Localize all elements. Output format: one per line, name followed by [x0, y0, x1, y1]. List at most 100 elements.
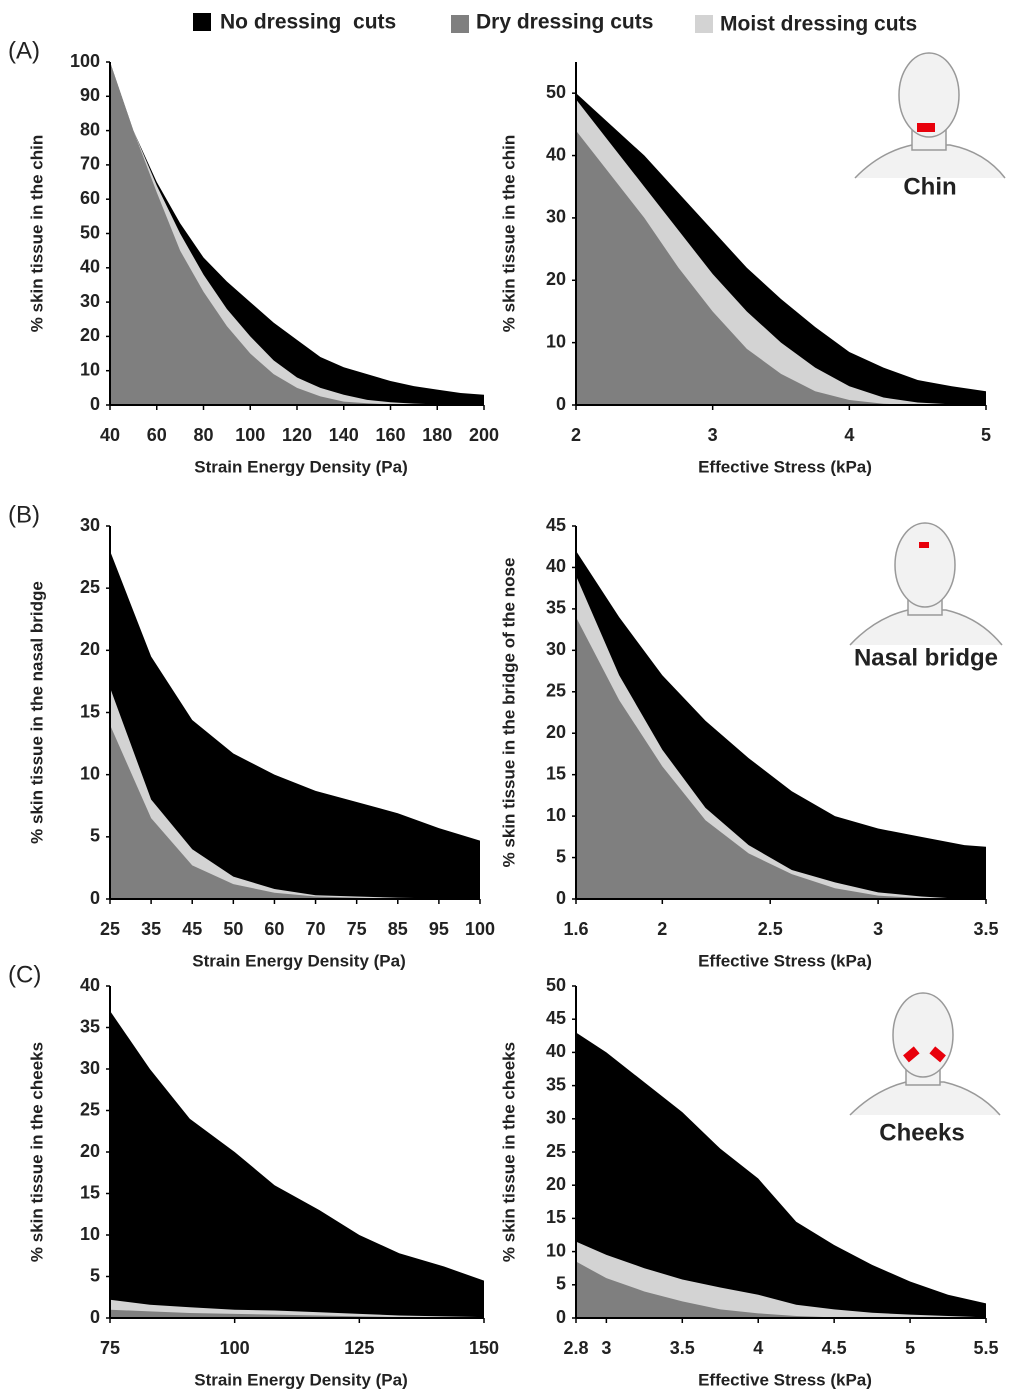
x-tick-label: 150 [469, 1338, 499, 1358]
panel-label: (A) [8, 37, 40, 64]
x-axis-label: Effective Stress (kPa) [698, 457, 872, 476]
head [898, 52, 960, 138]
chin-marker [917, 123, 935, 132]
y-tick-label: 90 [80, 85, 100, 105]
x-tick-label: 160 [375, 425, 405, 445]
annotation: Chin [903, 173, 956, 200]
x-axis-label: Strain Energy Density (Pa) [192, 951, 406, 970]
x-tick-label: 5 [981, 425, 991, 445]
y-tick-label: 0 [556, 1307, 566, 1327]
y-tick-label: 5 [556, 1274, 566, 1294]
shoulders [849, 1081, 1001, 1116]
x-tick-label: 45 [182, 919, 202, 939]
x-tick-label: 35 [141, 919, 161, 939]
nose-marker [919, 542, 929, 548]
y-tick-label: 10 [546, 805, 566, 825]
legend-swatch [451, 15, 469, 33]
y-tick-label: 10 [80, 763, 100, 783]
x-tick-label: 80 [193, 425, 213, 445]
x-tick-label: 25 [100, 919, 120, 939]
y-tick-label: 50 [80, 222, 100, 242]
y-tick-label: 20 [80, 1141, 100, 1161]
y-tick-label: 15 [80, 701, 100, 721]
x-axis-label: Effective Stress (kPa) [698, 951, 872, 970]
legend-label: Moist dressing cuts [720, 13, 917, 36]
y-tick-label: 35 [546, 598, 566, 618]
y-tick-label: 25 [546, 681, 566, 701]
annotation: Cheeks [879, 1119, 964, 1146]
x-tick-label: 85 [388, 919, 408, 939]
x-tick-label: 2.8 [563, 1338, 588, 1358]
x-axis-label: Effective Stress (kPa) [698, 1370, 872, 1389]
y-tick-label: 25 [80, 1099, 100, 1119]
y-tick-label: 30 [80, 1058, 100, 1078]
x-tick-label: 100 [465, 919, 495, 939]
y-tick-label: 20 [80, 325, 100, 345]
x-tick-label: 3 [708, 425, 718, 445]
area [110, 724, 480, 899]
x-tick-label: 2 [657, 919, 667, 939]
y-axis-label: % skin tissue in the bridge of the nose [499, 558, 518, 868]
y-tick-label: 0 [556, 888, 566, 908]
y-axis-label: % skin tissue in the chin [499, 135, 518, 332]
y-tick-label: 30 [80, 515, 100, 535]
head [892, 992, 954, 1078]
y-tick-label: 5 [556, 846, 566, 866]
y-tick-label: 30 [80, 291, 100, 311]
y-tick-label: 30 [546, 639, 566, 659]
y-tick-label: 20 [546, 269, 566, 289]
y-tick-label: 40 [80, 257, 100, 277]
legend-swatch [193, 13, 211, 31]
area [576, 617, 986, 899]
face-nose [849, 522, 1003, 646]
x-tick-label: 40 [100, 425, 120, 445]
y-tick-label: 5 [90, 1265, 100, 1285]
x-tick-label: 100 [220, 1338, 250, 1358]
y-axis-label: % skin tissue in the cheeks [27, 1042, 46, 1262]
y-axis-label: % skin tissue in the cheeks [499, 1042, 518, 1262]
cheek-marker [903, 1046, 920, 1063]
y-tick-label: 45 [546, 515, 566, 535]
x-tick-label: 2.5 [758, 919, 783, 939]
face-cheeks [849, 992, 1001, 1116]
y-tick-label: 40 [546, 556, 566, 576]
area [110, 550, 480, 899]
area [576, 1241, 986, 1318]
head [894, 522, 956, 608]
area [110, 62, 484, 405]
y-tick-label: 40 [80, 975, 100, 995]
x-tick-label: 180 [422, 425, 452, 445]
x-tick-label: 60 [264, 919, 284, 939]
y-tick-label: 10 [546, 331, 566, 351]
y-tick-label: 20 [546, 722, 566, 742]
y-tick-label: 50 [546, 82, 566, 102]
y-tick-label: 20 [546, 1174, 566, 1194]
y-tick-label: 45 [546, 1008, 566, 1028]
area [110, 1309, 484, 1318]
y-tick-label: 30 [546, 1108, 566, 1128]
x-axis-label: Strain Energy Density (Pa) [194, 1370, 408, 1389]
x-tick-label: 200 [469, 425, 499, 445]
y-tick-label: 10 [80, 1224, 100, 1244]
x-tick-label: 2 [571, 425, 581, 445]
y-tick-label: 60 [80, 188, 100, 208]
y-tick-label: 40 [546, 1041, 566, 1061]
x-tick-label: 75 [347, 919, 367, 939]
y-tick-label: 5 [90, 826, 100, 846]
y-axis-label: % skin tissue in the nasal bridge [27, 581, 46, 844]
x-tick-label: 95 [429, 919, 449, 939]
y-tick-label: 20 [80, 639, 100, 659]
face-chin [854, 52, 1006, 179]
y-tick-label: 50 [546, 975, 566, 995]
area [576, 130, 986, 405]
x-tick-label: 5 [905, 1338, 915, 1358]
x-tick-label: 3 [601, 1338, 611, 1358]
y-tick-label: 15 [80, 1182, 100, 1202]
x-tick-label: 4.5 [822, 1338, 847, 1358]
area [576, 1032, 986, 1318]
legend-label: No dressing cuts [220, 11, 396, 34]
area [110, 1010, 484, 1318]
y-tick-label: 40 [546, 144, 566, 164]
y-tick-label: 25 [80, 577, 100, 597]
